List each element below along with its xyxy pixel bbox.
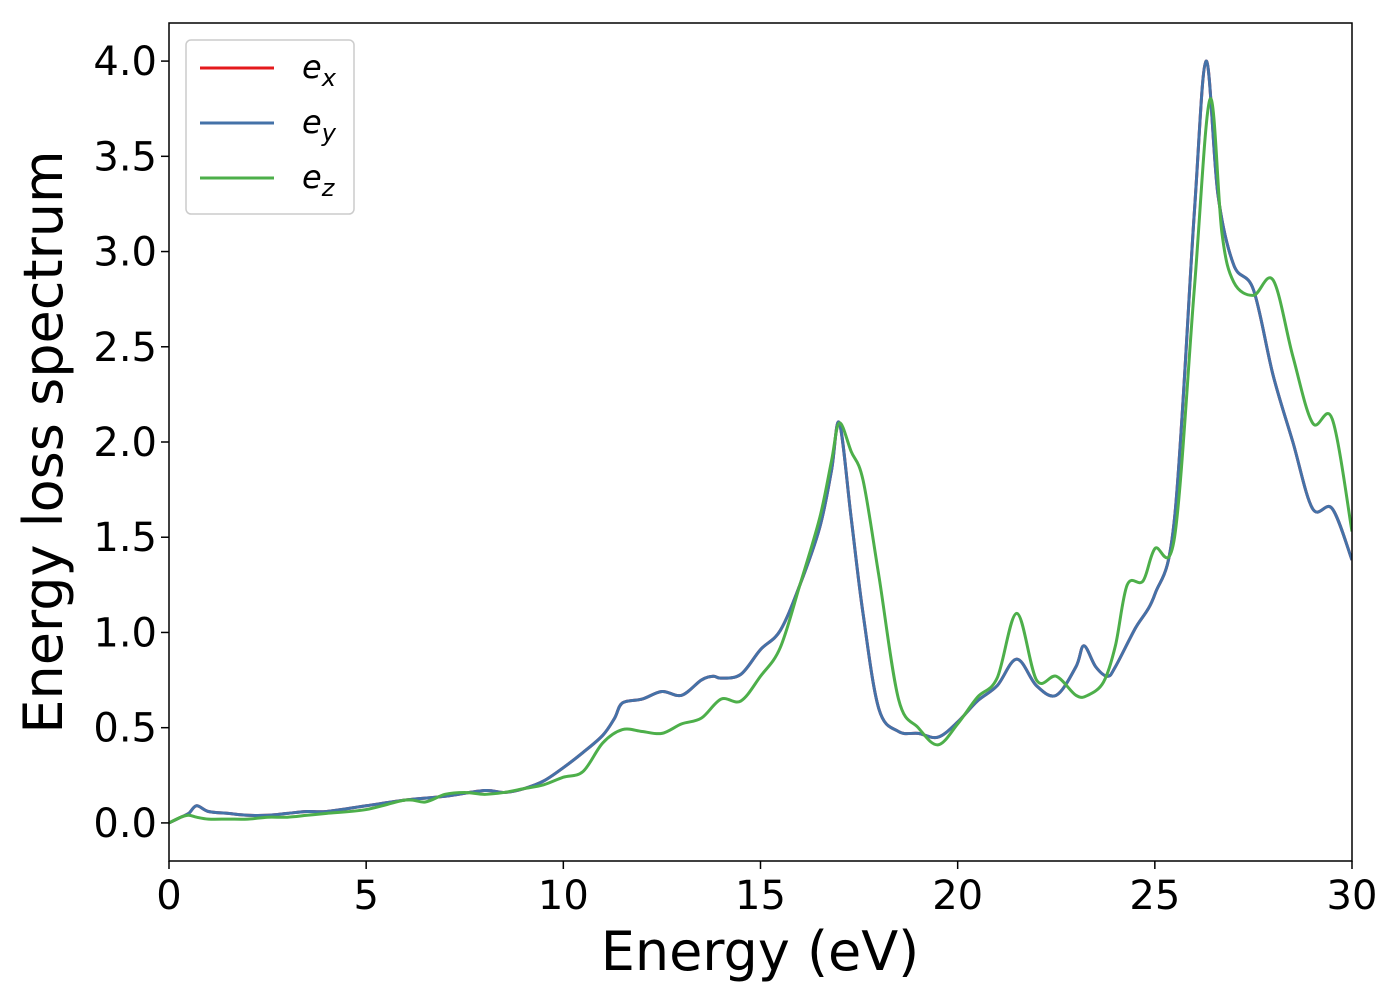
series-line-ey xyxy=(169,59,1352,825)
x-tick-label: 20 xyxy=(932,873,983,919)
y-tick-label: 0.0 xyxy=(93,801,157,847)
x-tick-label: 0 xyxy=(156,873,181,919)
y-tick-label: 2.0 xyxy=(93,420,157,466)
y-tick-label: 0.5 xyxy=(93,706,157,752)
x-tick-label: 15 xyxy=(735,873,786,919)
y-axis-label: Energy loss spectrum xyxy=(12,150,75,733)
x-tick-label: 30 xyxy=(1327,873,1378,919)
y-tick-label: 4.0 xyxy=(93,39,157,85)
x-tick-label: 25 xyxy=(1129,873,1180,919)
y-axis: 0.0 0.5 1.0 1.5 2.0 2.5 3.0 3.5 4.0 xyxy=(93,39,169,847)
legend-label-ex: ex xyxy=(302,48,337,92)
x-axis-label: Energy (eV) xyxy=(601,920,920,983)
y-tick-label: 3.5 xyxy=(93,134,157,180)
series-line-ez xyxy=(169,97,1352,825)
plot-lines xyxy=(169,59,1352,825)
x-tick-label: 10 xyxy=(538,873,589,919)
x-tick-label: 5 xyxy=(353,873,378,919)
y-tick-label: 2.5 xyxy=(93,325,157,371)
y-tick-label: 1.5 xyxy=(93,515,157,561)
y-tick-label: 3.0 xyxy=(93,230,157,276)
legend-box xyxy=(185,39,355,215)
y-tick-label: 1.0 xyxy=(93,610,157,656)
x-axis: 0 5 10 15 20 25 30 xyxy=(156,861,1377,919)
